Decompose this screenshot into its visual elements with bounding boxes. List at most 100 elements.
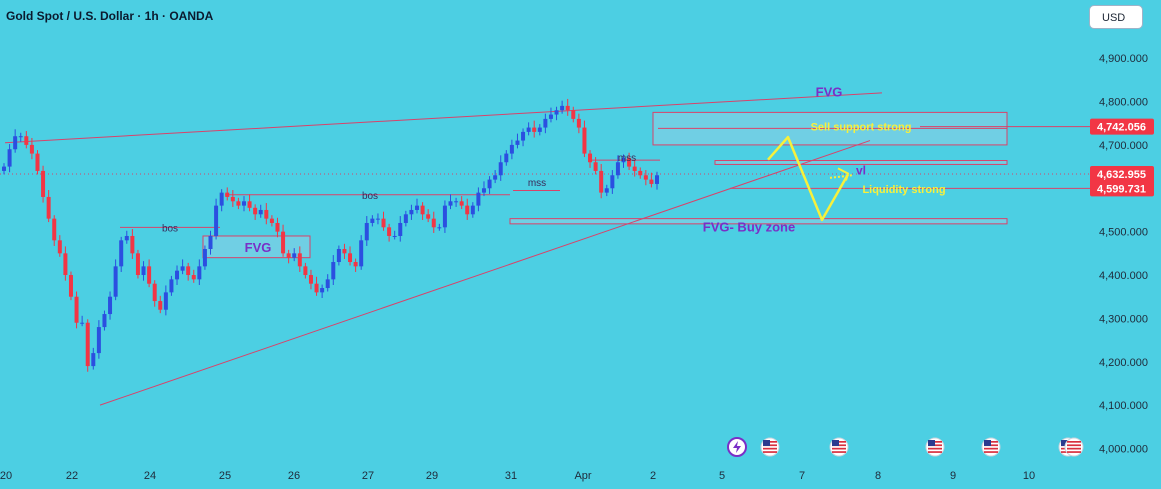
us-flag-icon — [1064, 437, 1084, 457]
y-tick-label: 4,400.000 — [1099, 270, 1148, 282]
x-tick-label: 2 — [650, 470, 656, 482]
candle-body — [437, 227, 442, 229]
candle-body — [241, 201, 246, 206]
candle-body — [74, 296, 79, 323]
candle-body — [108, 296, 113, 315]
candle-body — [431, 218, 436, 228]
candle-body — [91, 353, 96, 367]
annotation-label: FVG — [245, 240, 272, 255]
annotation-label: Liquidity strong — [862, 184, 945, 196]
flag-stripe — [984, 447, 998, 450]
flag-stripe — [1067, 451, 1081, 453]
flag-stripe — [763, 447, 777, 450]
annotation-label: bos — [162, 223, 178, 234]
y-tick-label: 4,000.000 — [1099, 444, 1148, 456]
candle-body — [41, 170, 46, 197]
candle-body — [124, 235, 129, 241]
candle-body — [521, 131, 526, 141]
candle-body — [130, 235, 135, 254]
candle-body — [543, 118, 548, 128]
flag-stripe — [1067, 441, 1081, 443]
candle-body — [643, 175, 648, 180]
candle-body — [281, 231, 286, 254]
candle-body — [236, 201, 241, 206]
price-label — [1090, 180, 1154, 197]
flag-canton — [832, 440, 839, 446]
candle-body — [548, 114, 553, 119]
candle-body — [649, 179, 654, 184]
x-tick-label: 22 — [66, 470, 78, 482]
candle-body — [392, 235, 397, 237]
candle-body — [509, 144, 514, 154]
candle-body — [359, 240, 364, 267]
flag-stripe — [832, 447, 846, 450]
candle-body — [292, 253, 297, 258]
candle-body — [470, 205, 475, 215]
candle-body — [13, 136, 18, 150]
x-tick-label: 27 — [362, 470, 374, 482]
candle-body — [364, 222, 369, 241]
y-tick-label: 4,900.000 — [1099, 53, 1148, 65]
candle-body — [102, 314, 107, 328]
flag-canton — [763, 440, 770, 446]
candle-body — [2, 166, 6, 171]
candle-body — [426, 214, 431, 219]
candle-body — [63, 253, 68, 276]
candle-body — [113, 266, 118, 297]
candle-body — [147, 266, 152, 284]
candle-body — [476, 192, 481, 206]
candle-body — [398, 222, 403, 236]
candle-body — [610, 175, 615, 189]
candle-body — [219, 192, 224, 206]
lightning-glyph — [733, 441, 741, 453]
candle-body — [604, 188, 609, 193]
flag-stripe — [928, 451, 942, 453]
candle-body — [582, 127, 587, 154]
candle-body — [387, 227, 392, 236]
candle-body — [163, 292, 168, 310]
candle-body — [415, 205, 420, 210]
candle-body — [459, 201, 464, 206]
candle-body — [353, 262, 358, 267]
candle-body — [375, 218, 380, 220]
candle-body — [119, 240, 124, 267]
candle-body — [303, 266, 308, 276]
x-tick-label: 24 — [144, 470, 156, 482]
candle-body — [314, 283, 319, 293]
price-label-text: 4,742.056 — [1097, 122, 1146, 134]
candle-body — [325, 279, 330, 289]
x-tick-label: 9 — [950, 470, 956, 482]
flag-stripe — [928, 447, 942, 450]
candle-body — [275, 222, 280, 232]
flag-canton — [1061, 440, 1068, 446]
x-tick-label: 20 — [0, 470, 12, 482]
currency-button[interactable]: USD — [1089, 5, 1143, 29]
candle-body — [35, 153, 40, 171]
candle-body — [336, 248, 341, 263]
candle-body — [632, 166, 637, 171]
candle-body — [537, 127, 542, 132]
annotation-label: FVG- Buy zone — [703, 220, 795, 235]
candle-body — [29, 144, 34, 154]
y-tick-label: 4,700.000 — [1099, 140, 1148, 152]
candle-body — [515, 140, 520, 145]
candle-body — [554, 110, 559, 115]
annotation-label: bos — [362, 191, 378, 202]
candle-body — [593, 162, 598, 171]
x-tick-label: 10 — [1023, 470, 1035, 482]
candle-body — [297, 253, 302, 267]
candle-body — [342, 248, 347, 254]
candle-body — [180, 266, 185, 271]
candle-body — [247, 201, 252, 208]
x-tick-label: 26 — [288, 470, 300, 482]
candle-body — [258, 209, 263, 215]
candle-body — [135, 253, 140, 276]
candle-body — [532, 127, 537, 132]
candle-body — [253, 207, 258, 215]
x-tick-label: 7 — [799, 470, 805, 482]
chart-title: Gold Spot / U.S. Dollar · 1h · OANDA — [6, 9, 214, 23]
annotation-label: vl — [856, 163, 866, 177]
candle-body — [208, 235, 213, 249]
